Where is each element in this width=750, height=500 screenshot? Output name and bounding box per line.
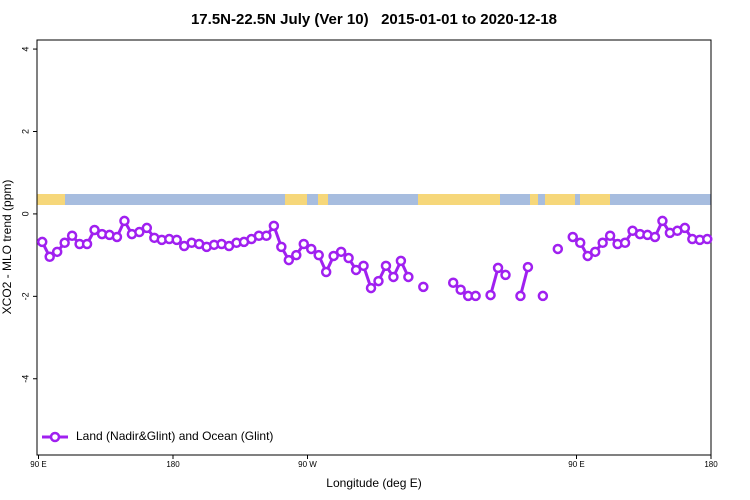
- data-point: [657, 215, 668, 227]
- data-point: [403, 271, 414, 283]
- data-point: [313, 249, 324, 261]
- data-point: [395, 255, 407, 267]
- data-point: [470, 290, 481, 302]
- legend-label: Land (Nadir&Glint) and Ocean (Glint): [76, 429, 273, 443]
- x-tick-label: 90 W: [298, 460, 317, 469]
- data-point: [500, 269, 511, 281]
- y-tick-label: 2: [20, 129, 30, 134]
- x-tick-label: 180: [704, 460, 718, 469]
- data-point: [305, 243, 317, 255]
- data-point: [111, 231, 123, 243]
- data-point: [447, 277, 459, 288]
- data-point: [51, 246, 63, 258]
- data-point: [567, 231, 579, 243]
- data-point: [44, 251, 55, 263]
- data-point: [343, 252, 354, 264]
- y-tick-label: -2: [20, 292, 30, 300]
- data-point: [328, 250, 339, 262]
- data-point: [66, 230, 78, 242]
- data-point: [373, 275, 384, 287]
- data-point: [388, 271, 399, 283]
- data-point: [291, 249, 302, 261]
- data-point: [268, 220, 280, 232]
- x-tick-label: 180: [166, 460, 180, 469]
- data-point: [649, 231, 661, 243]
- data-point: [298, 238, 310, 250]
- data-point: [574, 237, 586, 249]
- data-point: [335, 246, 347, 258]
- data-point: [597, 237, 608, 249]
- data-point: [81, 238, 93, 250]
- data-point: [261, 230, 272, 242]
- data-point: [134, 226, 145, 238]
- data-point: [418, 281, 429, 293]
- data-point: [604, 230, 616, 242]
- data-point: [89, 224, 100, 236]
- data-point: [492, 262, 504, 274]
- y-axis-label: XCO2 - MLO trend (ppm): [0, 180, 14, 315]
- data-point: [358, 260, 369, 272]
- y-tick-label: 4: [20, 47, 30, 52]
- x-tick-label: 90 E: [30, 460, 46, 469]
- y-tick-label: 0: [20, 211, 30, 216]
- chart-title: 17.5N-22.5N July (Ver 10) 2015-01-01 to …: [191, 11, 557, 28]
- data-point: [679, 222, 691, 234]
- surface-strip: [37, 194, 711, 205]
- data-point: [702, 233, 713, 245]
- data-point: [380, 260, 392, 272]
- data-point: [515, 290, 526, 302]
- data-point: [582, 250, 593, 262]
- data-point: [537, 290, 549, 302]
- data-point: [619, 237, 631, 249]
- data-point: [552, 243, 564, 255]
- data-point: [320, 266, 332, 278]
- data-point: [59, 237, 70, 249]
- data-point: [350, 264, 362, 276]
- data-point: [276, 241, 287, 253]
- data-point: [485, 289, 496, 301]
- legend-marker: [49, 431, 61, 443]
- y-tick-label: -4: [20, 375, 30, 383]
- data-point: [455, 284, 466, 295]
- data-point: [522, 261, 534, 273]
- data-point: [141, 222, 153, 234]
- plot-frame: [36, 39, 712, 456]
- data-point: [119, 215, 130, 227]
- x-tick-label: 90 E: [568, 460, 584, 469]
- data-point: [36, 236, 48, 248]
- data-point: [365, 282, 377, 294]
- data-point: [589, 246, 601, 258]
- x-axis-label: Longitude (deg E): [326, 476, 421, 490]
- data-point: [171, 234, 182, 246]
- data-point: [283, 254, 295, 266]
